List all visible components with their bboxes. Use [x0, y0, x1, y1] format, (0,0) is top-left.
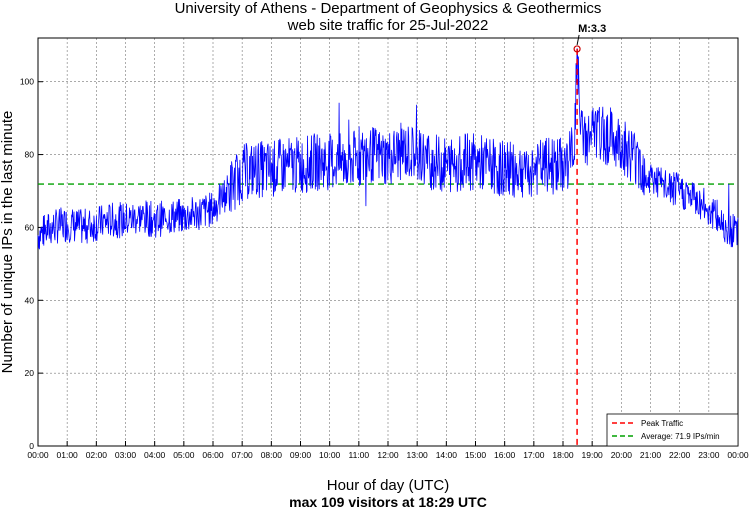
x-tick-label: 05:00: [173, 450, 195, 460]
x-tick-label: 03:00: [115, 450, 137, 460]
y-axis-label: Number of unique IPs in the last minute: [0, 111, 16, 374]
x-tick-label: 16:00: [494, 450, 516, 460]
chart-title-line1: University of Athens - Department of Geo…: [175, 0, 602, 17]
x-tick-label: 08:00: [261, 450, 283, 460]
x-tick-label: 13:00: [407, 450, 429, 460]
x-tick-label: 11:00: [349, 450, 370, 460]
x-tick-label: 19:00: [582, 450, 604, 460]
chart-subtitle: max 109 visitors at 18:29 UTC: [289, 494, 487, 510]
grid-lines: [38, 38, 738, 446]
annotation-label: M:3.3: [578, 23, 606, 35]
x-axis-label: Hour of day (UTC): [327, 477, 450, 494]
y-axis-ticks: 0 20 40 60 80 100: [20, 77, 43, 451]
x-tick-label: 22:00: [669, 450, 691, 460]
peak-marker: [573, 45, 581, 53]
x-tick-label: 09:00: [290, 450, 312, 460]
legend-label-peak: Peak Traffic: [641, 419, 683, 428]
x-tick-label: 04:00: [144, 450, 166, 460]
x-tick-label: 12:00: [377, 450, 399, 460]
x-tick-label: 02:00: [86, 450, 108, 460]
x-tick-label: 21:00: [640, 450, 662, 460]
y-tick-label: 100: [20, 77, 34, 87]
chart-title-line2: web site traffic for 25-Jul-2022: [287, 17, 489, 34]
x-tick-label: 07:00: [232, 450, 254, 460]
annotation-pointer: [576, 34, 580, 46]
x-tick-label: 15:00: [465, 450, 487, 460]
x-tick-label: 17:00: [523, 450, 545, 460]
x-tick-label: 23:00: [698, 450, 720, 460]
legend-label-average: Average: 71.9 IPs/min: [641, 432, 720, 441]
x-tick-label: 01:00: [57, 450, 79, 460]
y-tick-label: 60: [25, 222, 35, 232]
legend: Peak Traffic Average: 71.9 IPs/min: [606, 413, 739, 447]
x-tick-label: 18:00: [552, 450, 574, 460]
x-tick-label: 20:00: [611, 450, 633, 460]
y-tick-label: 40: [25, 295, 35, 305]
x-tick-label: 00:00: [27, 450, 49, 460]
x-tick-label: 14:00: [436, 450, 458, 460]
x-tick-label: 06:00: [202, 450, 224, 460]
traffic-series-line: [37, 48, 739, 250]
x-tick-label: 10:00: [319, 450, 341, 460]
y-tick-label: 0: [29, 441, 34, 451]
y-tick-label: 20: [25, 368, 35, 378]
x-tick-label: 00:00: [727, 450, 749, 460]
y-tick-label: 80: [25, 150, 35, 160]
legend-box: [606, 413, 739, 447]
x-axis-ticks: 00:00 01:00 02:00 03:00 04:00 05:00 06:00 07:00…: [27, 441, 749, 460]
